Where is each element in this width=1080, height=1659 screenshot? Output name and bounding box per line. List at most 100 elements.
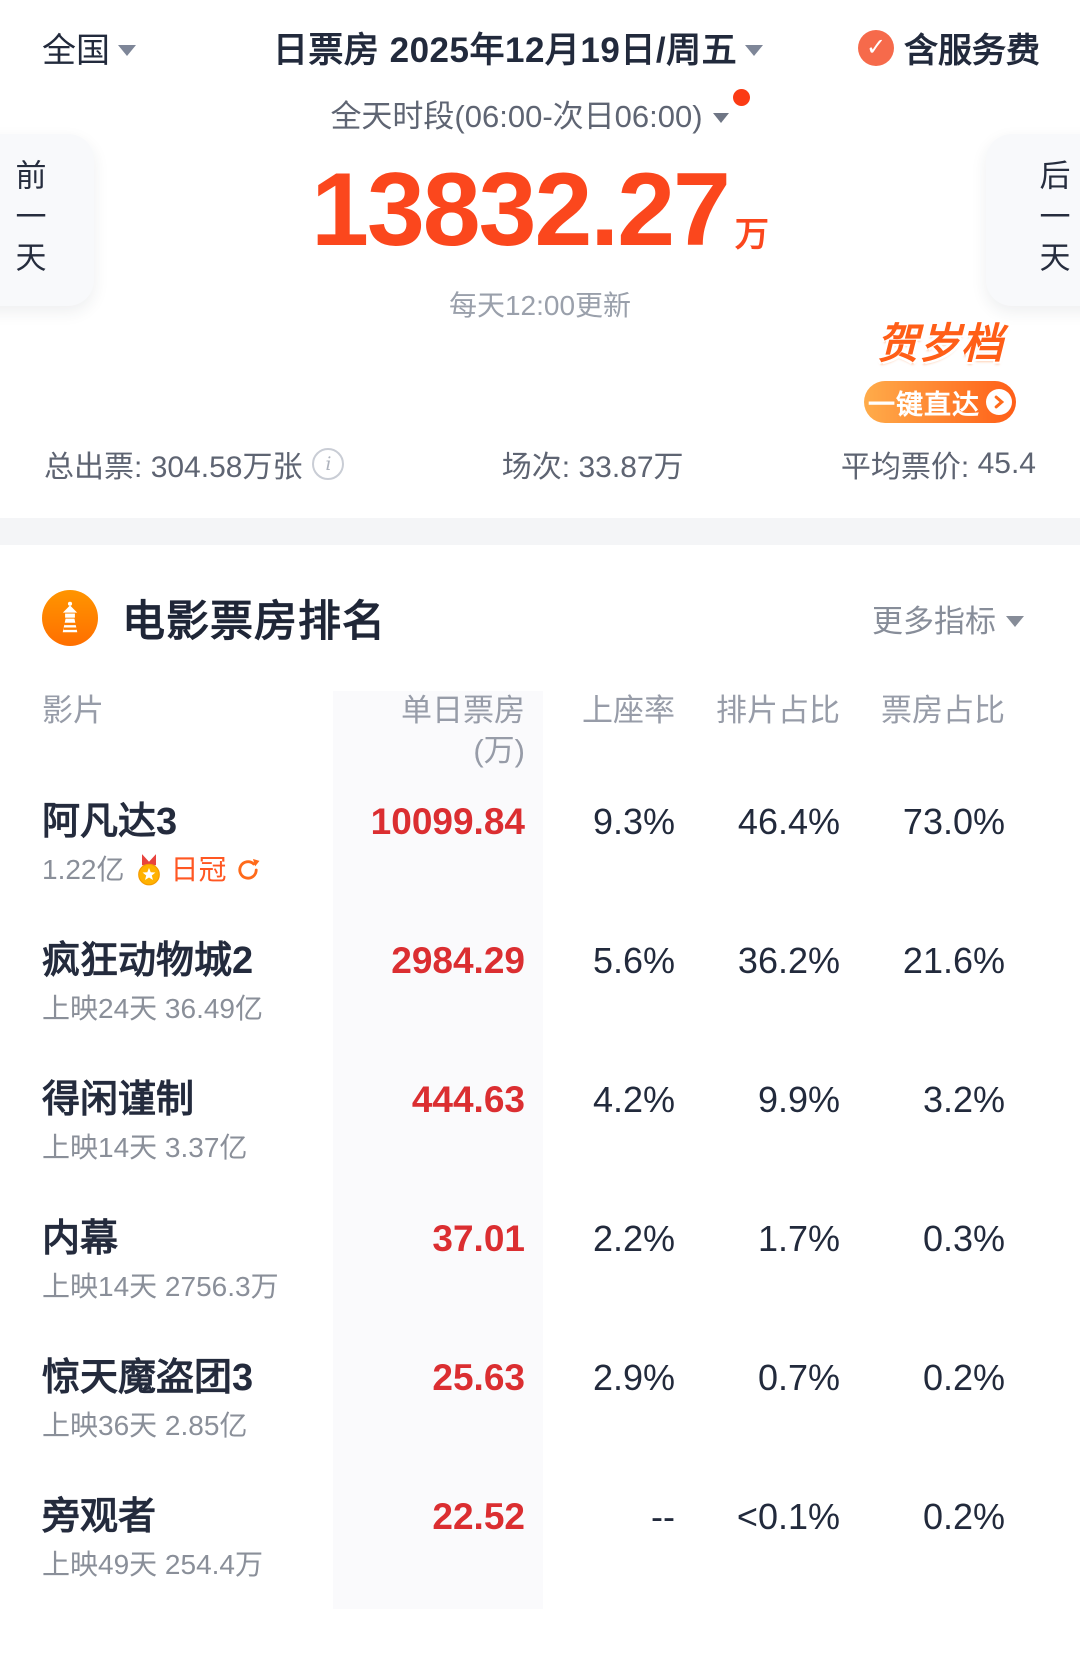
movie-name: 疯狂动物城2 [42,940,254,982]
occupancy-value: 2.2% [592,1218,675,1259]
boxoffice-share-value: 21.6% [902,940,1005,981]
chevron-down-icon [118,45,136,56]
daily-boxoffice-value: 37.01 [432,1218,525,1259]
boxoffice-share-value: 0.2% [922,1496,1005,1537]
col-header-daily[interactable]: 单日票房 (万) [335,691,525,771]
boxoffice-total: 13832.27 万 [311,158,769,262]
movie-name: 得闲谨制 [42,1079,195,1121]
occupancy-value: 5.6% [592,940,675,981]
occupancy-value: 2.9% [592,1357,675,1398]
table-row[interactable]: 内幕 上映14天 2756.3万 37.01 2.2% 1.7% 0.3% [0,1192,1080,1331]
date-selector[interactable]: 日票房 2025年12月19日/周五 [192,22,844,73]
daily-boxoffice-value: 25.63 [432,1357,525,1398]
daily-boxoffice-value: 22.52 [432,1496,525,1537]
festival-shortcut[interactable]: 贺岁档 一键直达 [864,310,1016,423]
next-day-button[interactable]: 后一天 [986,134,1080,306]
col-header-daily-label: 单日票房 [401,693,525,728]
table-row[interactable]: 惊天魔盗团3 上映36天 2.85亿 25.63 2.9% 0.7% 0.2% [0,1331,1080,1470]
movie-cell: 得闲谨制 上映14天 3.37亿 [42,1077,335,1192]
movie-name: 内幕 [42,1218,119,1260]
screening-share-value: 36.2% [737,940,840,981]
col-header-screening[interactable]: 排片占比 [716,693,840,728]
stat-sessions: 场次: 33.87万 [502,442,684,486]
screening-share-value: 9.9% [757,1079,840,1120]
movie-name: 惊天魔盗团3 [42,1357,254,1399]
tickets-value: 304.58万张 [150,451,303,484]
daily-boxoffice-value: 2984.29 [391,940,525,981]
festival-button-label: 一键直达 [868,389,980,420]
screening-share-value: <0.1% [736,1496,840,1537]
time-range-label: 全天时段(06:00-次日06:00) [330,99,703,134]
update-note: 每天12:00更新 [448,290,632,321]
boxoffice-share-value: 3.2% [922,1079,1005,1120]
movie-cell: 内幕 上映14天 2756.3万 [42,1216,335,1331]
ranking-table: 影片 单日票房 (万) 上座率 排片占比 票房占比 阿凡达3 1.22亿 日冠 [0,655,1080,1609]
next-day-label: 后一天 [1034,158,1070,282]
occupancy-value: 9.3% [592,801,675,842]
boxoffice-value: 13832.27 [311,152,731,268]
notification-dot [732,89,750,106]
region-selector[interactable]: 全国 [42,23,192,72]
movie-subtitle: 上映14天 3.37亿 [42,1132,248,1163]
table-row[interactable]: 旁观者 上映49天 254.4万 22.52 -- <0.1% 0.2% [0,1470,1080,1609]
movie-subtitle: 上映49天 254.4万 [42,1549,263,1580]
daily-boxoffice-value: 10099.84 [370,801,525,842]
movie-subtitle: 1.22亿 日冠 [42,853,335,887]
ranking-header: 电影票房排名 更多指标 [0,545,1080,649]
more-metrics-button[interactable]: 更多指标 [872,596,1024,641]
boxoffice-share-value: 0.3% [922,1218,1005,1259]
movie-subtitle: 上映24天 36.49亿 [42,993,263,1024]
price-label: 平均票价: [840,451,970,484]
ranking-title: 电影票房排名 [122,598,386,646]
more-metrics-label: 更多指标 [872,603,996,639]
stats-row: 总出票: 304.58万张 i 场次: 33.87万 平均票价: 45.4 [0,442,1080,486]
price-value: 45.4 [977,447,1036,480]
region-label: 全国 [42,32,110,70]
occupancy-value: -- [651,1496,675,1537]
boxoffice-share-value: 0.2% [922,1357,1005,1398]
screening-share-value: 1.7% [757,1218,840,1259]
festival-button[interactable]: 一键直达 [864,381,1016,423]
table-row[interactable]: 疯狂动物城2 上映24天 36.49亿 2984.29 5.6% 36.2% 2… [0,914,1080,1053]
col-header-occupancy[interactable]: 上座率 [582,693,675,728]
col-header-movie[interactable]: 影片 [42,693,104,728]
col-header-share[interactable]: 票房占比 [881,693,1005,728]
time-range-selector[interactable]: 全天时段(06:00-次日06:00) [330,91,729,136]
boxoffice-share-value: 73.0% [902,801,1005,842]
page-title: 日票房 2025年12月19日/周五 [272,31,738,70]
chevron-down-icon [712,112,729,123]
daily-boxoffice-hero: 前一天 后一天 13832.27 万 每天12:00更新 [0,134,1080,324]
table-header-row: 影片 单日票房 (万) 上座率 排片占比 票房占比 [0,655,1080,775]
lighthouse-icon [42,590,98,646]
occupancy-value: 4.2% [592,1079,675,1120]
boxoffice-unit: 万 [734,216,769,254]
movie-subtitle: 上映36天 2.85亿 [42,1410,248,1441]
prev-day-label: 前一天 [10,158,46,282]
table-row[interactable]: 得闲谨制 上映14天 3.37亿 444.63 4.2% 9.9% 3.2% [0,1053,1080,1192]
movie-cell: 阿凡达3 1.22亿 日冠 [42,799,335,914]
chevron-down-icon [745,45,764,56]
table-row[interactable]: 阿凡达3 1.22亿 日冠 10099.84 9.3% 46.4% 73.0% [0,775,1080,914]
service-fee-toggle[interactable]: ✓ 含服务费 [844,23,1040,72]
prev-day-button[interactable]: 前一天 [0,134,94,306]
section-divider [0,518,1080,545]
movie-cell: 惊天魔盗团3 上映36天 2.85亿 [42,1355,335,1470]
chevron-down-icon [1006,615,1024,627]
stat-total-tickets: 总出票: 304.58万张 i [44,442,345,486]
movie-total: 1.22亿 [42,854,125,885]
movie-name: 阿凡达3 [42,801,178,843]
stat-avg-price: 平均票价: 45.4 [841,442,1036,486]
sorted-column-highlight [333,691,543,1609]
sub-bar: 全天时段(06:00-次日06:00) [0,89,1080,136]
top-bar: 全国 日票房 2025年12月19日/周五 ✓ 含服务费 [0,0,1080,73]
col-header-daily-unit: (万) [473,733,525,768]
sessions-value: 33.87万 [578,451,684,484]
service-fee-label: 含服务费 [904,32,1040,70]
refresh-icon[interactable] [235,857,261,883]
movie-cell: 旁观者 上映49天 254.4万 [42,1494,335,1609]
check-icon: ✓ [858,29,894,66]
info-icon[interactable]: i [312,448,345,480]
movie-name: 旁观者 [42,1496,157,1538]
arrow-right-icon [986,389,1012,415]
movie-subtitle: 上映14天 2756.3万 [42,1271,279,1302]
